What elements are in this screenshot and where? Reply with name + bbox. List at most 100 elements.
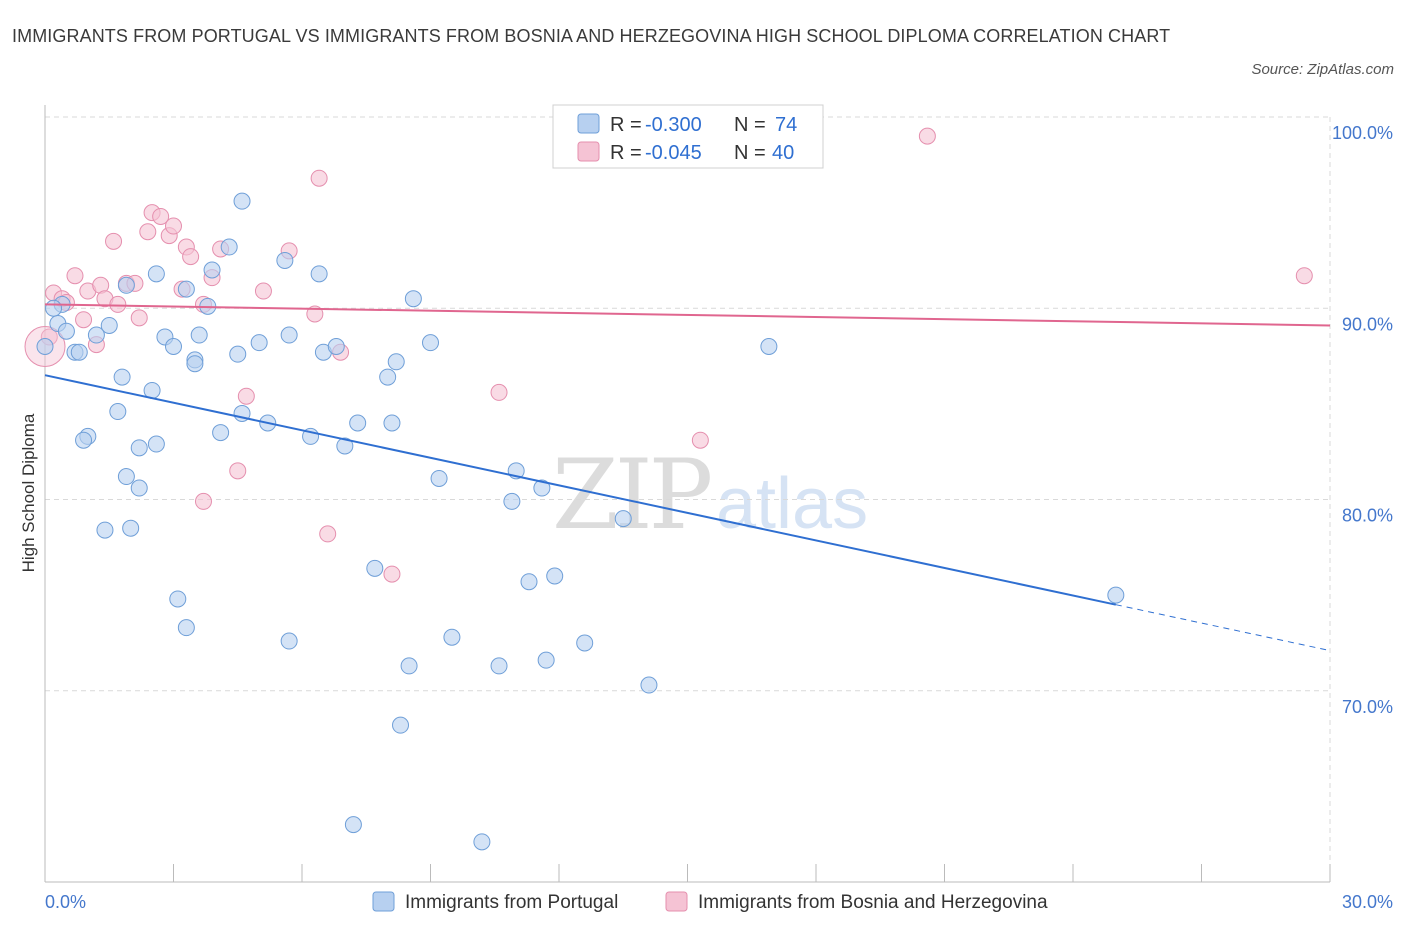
portugal-point-11 [177,280,195,298]
bosnia-point-5 [75,311,93,329]
chart-title: IMMIGRANTS FROM PORTUGAL VS IMMIGRANTS F… [12,26,1171,46]
portugal-point-53 [122,519,140,537]
portugal-point-20 [165,338,182,355]
portugal-trend-line-extension [1115,604,1331,652]
portugal-point-8 [87,326,105,344]
portugal-point-31 [113,368,131,386]
bosnia-point-33 [237,387,255,405]
portugal-point-7 [100,316,118,334]
portugal-point-66 [392,716,410,734]
bosnia-point-31 [194,492,212,510]
axes [44,105,1331,883]
portugal-point-30 [422,334,439,352]
portugal-point-42 [147,435,165,453]
portugal-point-16 [310,265,328,283]
portugal-point-44 [336,437,354,455]
portugal-point-49 [533,479,551,497]
legend-n-value-1: 74 [775,114,797,136]
portugal-point-56 [546,567,564,585]
portugal-point-52 [96,521,114,539]
y-tick-label-1: 90.0% [1342,314,1393,334]
legend-r-value-1: -0.300 [645,114,702,136]
bosnia-point-15 [139,223,157,241]
y-tick-label-3: 70.0% [1342,697,1393,717]
portugal-point-23 [250,334,268,352]
portugal-point-57 [169,590,187,608]
grid-lines [45,116,1331,882]
bosnia-point-37 [691,431,709,449]
bottom-legend-swatch-portugal [372,891,395,912]
portugal-point-9 [117,276,135,294]
legend-r-value-2: -0.045 [645,142,702,164]
x-tick-label-1: 30.0% [1342,892,1393,912]
legend-r-label-1: R = [610,114,642,136]
portugal-point-59 [280,632,298,650]
portugal-point-46 [130,479,148,497]
bottom-legend: Immigrants from Portugal Immigrants from… [372,891,1048,913]
portugal-point-60 [443,628,461,646]
bosnia-point-10 [105,232,123,250]
bosnia-point-14 [130,309,148,327]
portugal-point-55 [520,573,538,591]
portugal-point-39 [75,431,93,449]
portugal-point-28 [186,355,204,373]
portugal-point-62 [400,657,418,675]
legend-box: R = -0.300 N = 74 R = -0.045 N = 40 [552,104,824,169]
x-tick-labels: 0.0% 30.0% [45,892,1393,912]
portugal-point-13 [220,238,238,256]
portugal-point-37 [383,414,401,432]
portugal-point-45 [117,468,135,486]
legend-swatch-portugal [577,113,600,134]
portugal-point-41 [130,439,148,457]
portugal-point-2 [57,322,75,340]
portugal-point-67 [344,816,362,834]
bosnia-point-22 [182,248,200,266]
bosnia-point-11 [109,295,127,313]
bosnia-point-32 [229,462,247,480]
bottom-legend-portugal: Immigrants from Portugal [405,892,618,913]
bosnia-point-35 [383,565,401,583]
bosnia-point-29 [310,169,328,187]
bosnia-point-26 [254,282,272,300]
portugal-point-22 [229,345,247,363]
portugal-point-47 [430,469,448,487]
portugal-point-14 [233,192,251,210]
bosnia-point-4 [66,267,84,285]
portugal-point-26 [327,338,345,355]
portugal-point-24 [280,326,298,344]
y-axis-title: High School Diploma [19,413,38,572]
portugal-point-15 [276,251,294,269]
portugal-point-50 [503,492,521,510]
bosnia-point-17 [152,207,170,225]
x-tick-label-0: 0.0% [45,892,86,912]
portugal-point-21 [190,326,208,344]
legend-r-label-2: R = [610,142,642,164]
portugal-point-54 [366,559,384,577]
bosnia-point-19 [165,217,182,235]
y-tick-label-2: 80.0% [1342,506,1393,526]
portugal-point-73 [1107,586,1125,604]
portugal-point-12 [203,261,221,279]
bottom-legend-bosnia: Immigrants from Bosnia and Herzegovina [698,892,1048,913]
legend-swatch-bosnia [577,141,600,162]
portugal-point-10 [147,265,165,283]
portugal-point-36 [349,414,367,432]
legend-n-label-2: N = [734,142,766,164]
portugal-point-68 [473,833,491,851]
legend-n-label-1: N = [734,114,766,136]
watermark-zip: ZIP [552,439,711,551]
bosnia-point-34 [319,525,337,543]
portugal-point-29 [387,353,405,371]
source-label: Source: ZipAtlas.com [1251,61,1394,78]
portugal-point-69 [379,368,397,386]
bosnia-point-38 [918,127,936,145]
portugal-point-6 [70,343,88,361]
watermark-atlas: atlas [716,464,868,544]
portugal-point-0 [36,338,54,355]
portugal-point-64 [537,651,555,669]
y-tick-label-0: 100.0% [1332,123,1393,143]
portugal-point-63 [490,657,508,675]
bosnia-point-36 [490,383,508,401]
bosnia-point-39 [1295,267,1313,285]
